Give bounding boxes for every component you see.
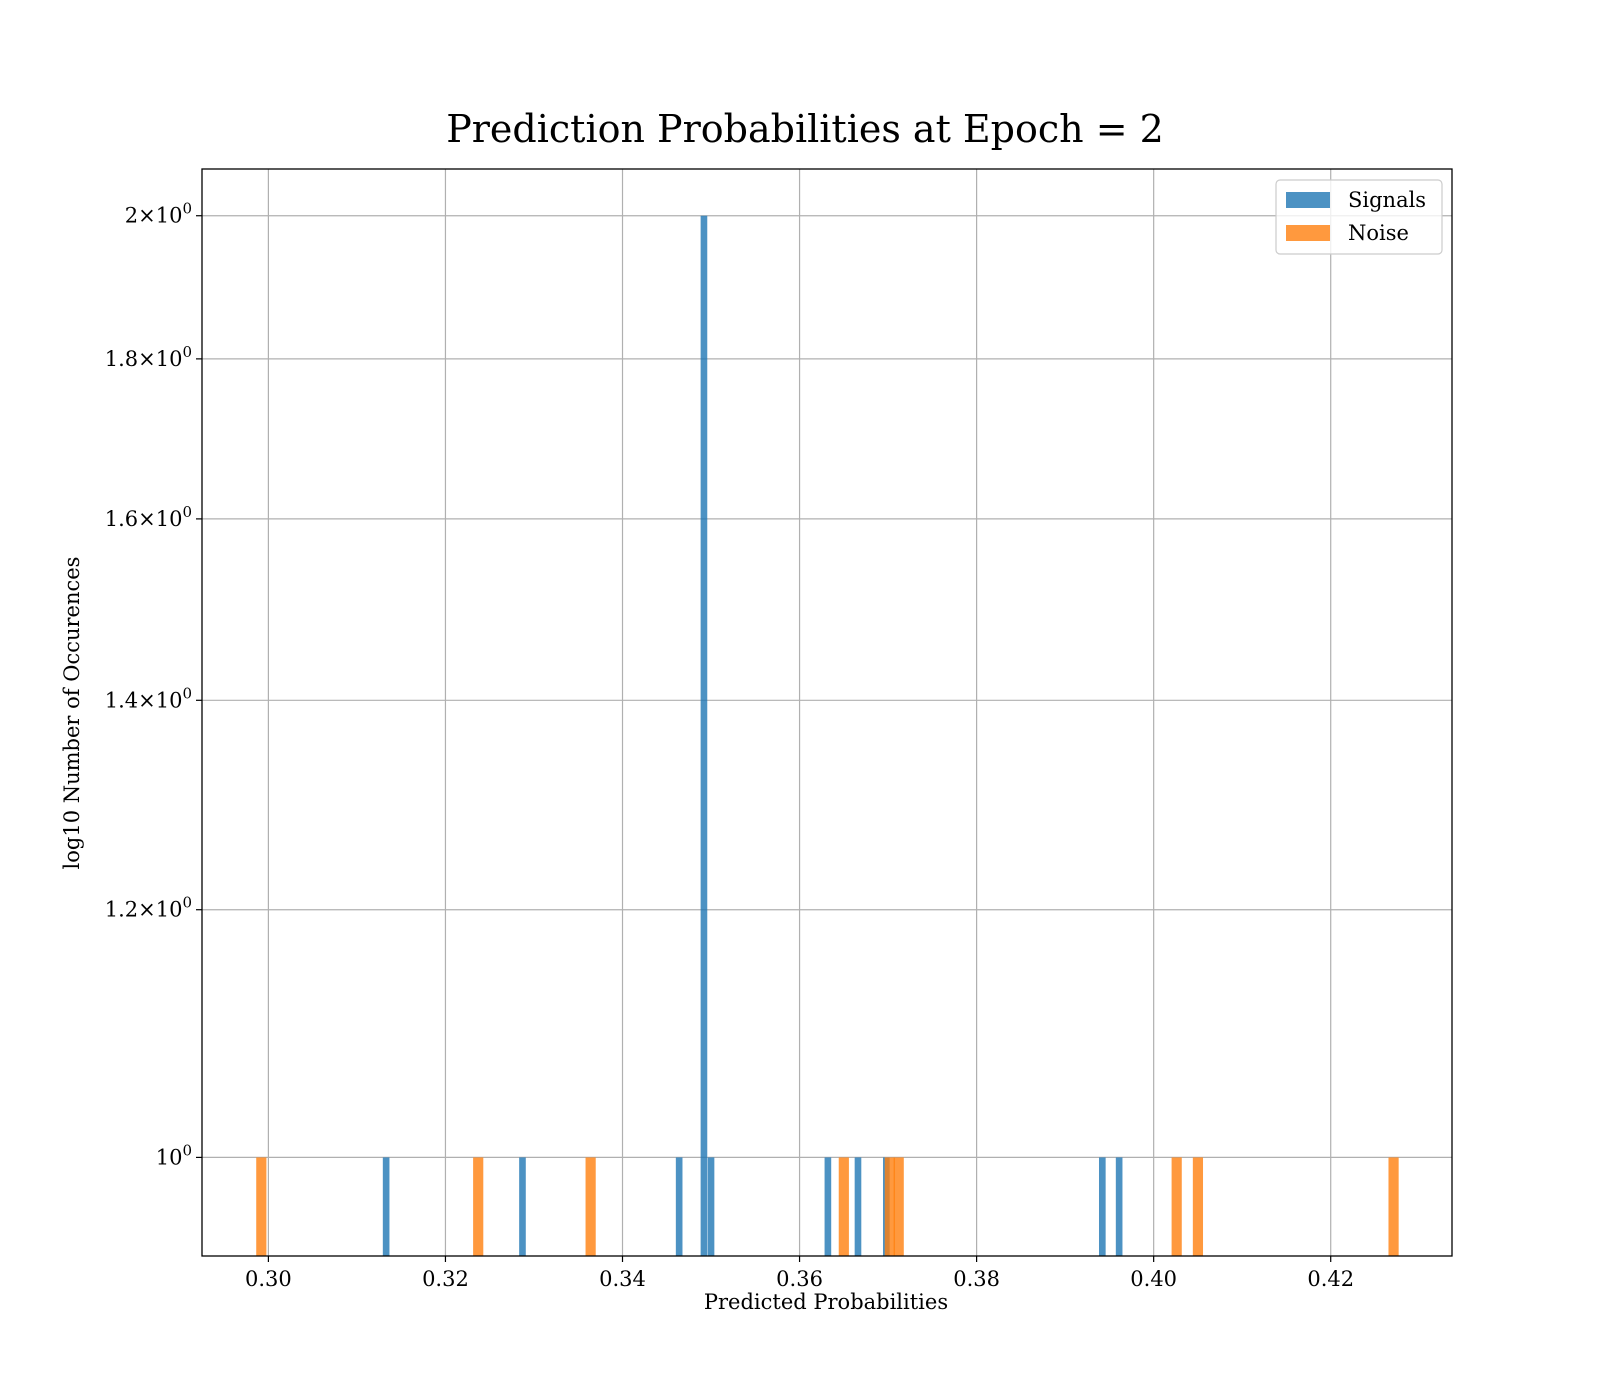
signals-bar bbox=[824, 1157, 832, 1256]
y-tick-base: 10 bbox=[156, 688, 183, 712]
times-sign: × bbox=[138, 204, 156, 228]
y-tick-label: 1.2×100 bbox=[105, 894, 192, 922]
times-sign: × bbox=[138, 688, 156, 712]
noise-bar bbox=[1192, 1157, 1204, 1256]
legend-swatch-signals bbox=[1286, 192, 1330, 208]
noise-bar bbox=[1171, 1157, 1182, 1256]
times-sign: × bbox=[138, 898, 156, 922]
bars-group bbox=[256, 215, 1399, 1256]
series-signals bbox=[382, 215, 1123, 1256]
y-tick-base: 10 bbox=[156, 898, 183, 922]
times-sign: × bbox=[138, 347, 156, 371]
legend-label-signals: Signals bbox=[1348, 188, 1426, 212]
plot-area bbox=[202, 169, 1452, 1256]
x-tick-label: 0.36 bbox=[776, 1267, 823, 1291]
noise-bar bbox=[838, 1157, 849, 1256]
x-tick-label: 0.30 bbox=[245, 1267, 292, 1291]
y-tick-base: 10 bbox=[156, 347, 183, 371]
x-tick-label: 0.40 bbox=[1130, 1267, 1177, 1291]
y-tick-base: 10 bbox=[156, 204, 183, 228]
legend-label-noise: Noise bbox=[1348, 221, 1409, 245]
y-tick-label: 100 bbox=[156, 1141, 192, 1169]
y-tick-label: 1.8×100 bbox=[105, 343, 192, 371]
signals-bar bbox=[854, 1157, 862, 1256]
x-tick-label: 0.34 bbox=[599, 1267, 646, 1291]
signals-bar bbox=[1115, 1157, 1123, 1256]
x-tick-label: 0.38 bbox=[953, 1267, 1000, 1291]
y-tick-base: 10 bbox=[156, 1145, 183, 1169]
y-tick-mantissa: 1.8 bbox=[105, 347, 138, 371]
legend: Signals Noise bbox=[1275, 179, 1443, 255]
x-axis-label: Predicted Probabilities bbox=[704, 1290, 948, 1314]
y-tick-exponent: 0 bbox=[182, 503, 192, 521]
noise-bar bbox=[585, 1157, 596, 1256]
noise-bar bbox=[893, 1157, 904, 1256]
noise-bar bbox=[473, 1157, 484, 1256]
y-tick-exponent: 0 bbox=[182, 894, 192, 912]
y-tick-base: 10 bbox=[156, 507, 183, 531]
times-sign: × bbox=[138, 507, 156, 531]
plot-frame bbox=[201, 168, 1453, 1257]
legend-swatch-noise bbox=[1286, 225, 1330, 241]
y-tick-label: 1.6×100 bbox=[105, 503, 192, 531]
signals-bar bbox=[382, 1157, 390, 1256]
series-noise bbox=[256, 1157, 1399, 1256]
signals-bar bbox=[700, 215, 708, 1256]
noise-bar bbox=[884, 1157, 895, 1256]
y-tick-exponent: 0 bbox=[182, 343, 192, 361]
signals-bar bbox=[519, 1157, 526, 1256]
x-tick-label: 0.32 bbox=[422, 1267, 469, 1291]
y-tick-mantissa: 1.2 bbox=[105, 898, 138, 922]
noise-bar bbox=[256, 1157, 267, 1256]
noise-bar bbox=[1388, 1157, 1399, 1256]
signals-bar bbox=[675, 1157, 683, 1256]
x-tick-label: 0.42 bbox=[1307, 1267, 1354, 1291]
y-tick-label: 2×100 bbox=[125, 200, 192, 228]
y-tick-mantissa: 2 bbox=[125, 204, 138, 228]
y-tick-exponent: 0 bbox=[182, 200, 192, 218]
chart-title: Prediction Probabilities at Epoch = 2 bbox=[446, 107, 1164, 151]
y-tick-mantissa: 1.6 bbox=[105, 507, 138, 531]
signals-bar bbox=[1098, 1157, 1106, 1256]
y-tick-exponent: 0 bbox=[182, 1141, 192, 1159]
y-tick-exponent: 0 bbox=[182, 684, 192, 702]
y-axis-label: log10 Number of Occurences bbox=[60, 557, 84, 870]
y-tick-mantissa: 1.4 bbox=[105, 688, 138, 712]
grid-lines bbox=[202, 169, 1452, 1256]
y-tick-label: 1.4×100 bbox=[105, 684, 192, 712]
signals-bar bbox=[707, 1157, 715, 1256]
x-axis-ticks: 0.30 0.32 0.34 0.36 0.38 0.40 0.42 bbox=[245, 1256, 1354, 1291]
